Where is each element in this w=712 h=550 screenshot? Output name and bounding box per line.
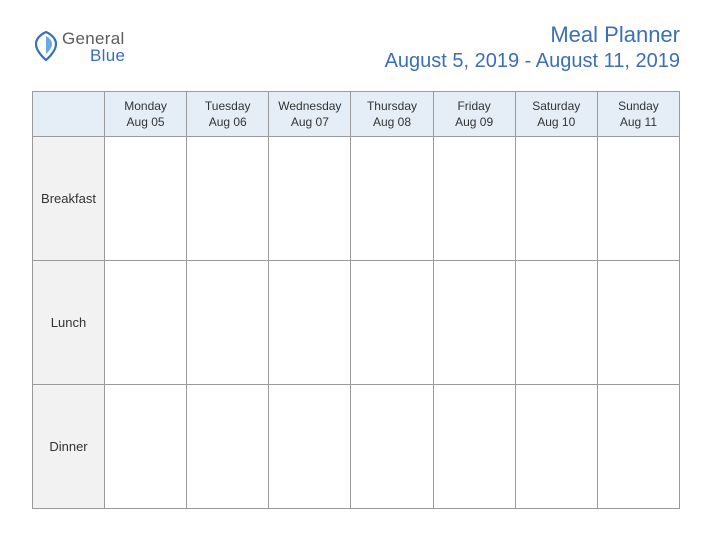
day-name: Monday: [107, 98, 184, 114]
meal-cell[interactable]: [187, 261, 269, 385]
logo: General Blue: [32, 22, 125, 64]
meal-cell[interactable]: [187, 137, 269, 261]
meal-cell[interactable]: [187, 385, 269, 509]
page-title: Meal Planner: [385, 22, 680, 48]
column-header: FridayAug 09: [433, 92, 515, 137]
table-row: Lunch: [33, 261, 680, 385]
meal-cell[interactable]: [515, 261, 597, 385]
row-header: Breakfast: [33, 137, 105, 261]
day-date: Aug 10: [518, 114, 595, 130]
day-name: Friday: [436, 98, 513, 114]
meal-cell[interactable]: [269, 261, 351, 385]
day-date: Aug 05: [107, 114, 184, 130]
meal-cell[interactable]: [433, 385, 515, 509]
day-name: Saturday: [518, 98, 595, 114]
meal-cell[interactable]: [515, 137, 597, 261]
header: General Blue Meal Planner August 5, 2019…: [32, 22, 680, 73]
meal-cell[interactable]: [597, 137, 679, 261]
meal-cell[interactable]: [597, 385, 679, 509]
day-date: Aug 07: [271, 114, 348, 130]
column-header: ThursdayAug 08: [351, 92, 433, 137]
meal-cell[interactable]: [105, 385, 187, 509]
table-row: Breakfast: [33, 137, 680, 261]
day-name: Tuesday: [189, 98, 266, 114]
meal-cell[interactable]: [597, 261, 679, 385]
day-date: Aug 11: [600, 114, 677, 130]
row-header: Lunch: [33, 261, 105, 385]
meal-cell[interactable]: [105, 261, 187, 385]
meal-cell[interactable]: [105, 137, 187, 261]
column-header: WednesdayAug 07: [269, 92, 351, 137]
day-date: Aug 06: [189, 114, 266, 130]
meal-cell[interactable]: [351, 137, 433, 261]
table-row: Dinner: [33, 385, 680, 509]
title-block: Meal Planner August 5, 2019 - August 11,…: [385, 22, 680, 73]
logo-icon: [32, 30, 60, 64]
meal-cell[interactable]: [515, 385, 597, 509]
column-header: TuesdayAug 06: [187, 92, 269, 137]
row-header: Dinner: [33, 385, 105, 509]
column-header: SundayAug 11: [597, 92, 679, 137]
day-date: Aug 09: [436, 114, 513, 130]
day-name: Thursday: [353, 98, 430, 114]
meal-planner-table: MondayAug 05TuesdayAug 06WednesdayAug 07…: [32, 91, 680, 509]
meal-cell[interactable]: [433, 261, 515, 385]
day-name: Sunday: [600, 98, 677, 114]
column-header: MondayAug 05: [105, 92, 187, 137]
date-range: August 5, 2019 - August 11, 2019: [385, 50, 680, 73]
meal-cell[interactable]: [269, 385, 351, 509]
meal-cell[interactable]: [433, 137, 515, 261]
meal-cell[interactable]: [351, 261, 433, 385]
logo-word2: Blue: [90, 46, 125, 65]
column-header: SaturdayAug 10: [515, 92, 597, 137]
day-date: Aug 08: [353, 114, 430, 130]
table-corner: [33, 92, 105, 137]
meal-cell[interactable]: [351, 385, 433, 509]
day-name: Wednesday: [271, 98, 348, 114]
meal-cell[interactable]: [269, 137, 351, 261]
